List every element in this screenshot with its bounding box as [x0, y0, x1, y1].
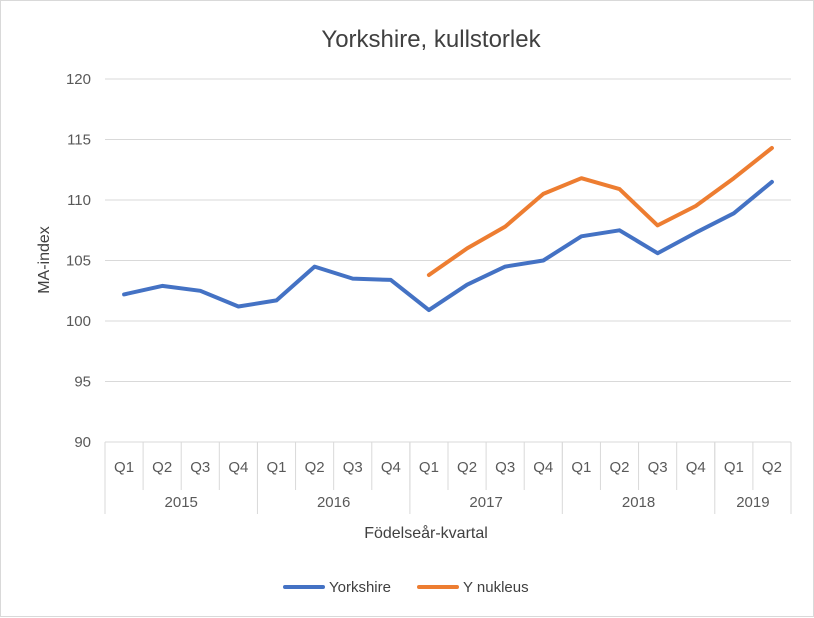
y-tick-label: 110	[67, 192, 91, 209]
y-tick-label: 105	[66, 253, 91, 270]
x-tick-label: Q1	[724, 459, 744, 476]
x-tick-label: Q1	[114, 459, 134, 476]
chart-title: Yorkshire, kullstorlek	[321, 26, 541, 53]
series-line-yorkshire	[122, 179, 774, 313]
x-year-label: 2015	[165, 494, 198, 511]
series-line-y-nukleus	[426, 146, 774, 277]
x-tick-label: Q1	[266, 459, 286, 476]
x-tick-label: Q3	[495, 459, 515, 476]
x-year-label: 2018	[622, 494, 655, 511]
x-tick-label: Q1	[419, 459, 439, 476]
x-tick-label: Q4	[228, 459, 248, 476]
x-tick-label: Q2	[609, 459, 629, 476]
x-tick-label: Q3	[648, 459, 668, 476]
x-year-label: 2016	[317, 494, 350, 511]
x-tick-label: Q4	[533, 459, 553, 476]
x-tick-label: Q4	[686, 459, 706, 476]
x-tick-label: Q3	[343, 459, 363, 476]
y-axis-label: MA-index	[36, 226, 53, 294]
y-tick-label: 115	[67, 132, 91, 149]
x-tick-label: Q4	[381, 459, 401, 476]
x-year-label: 2019	[736, 494, 769, 511]
x-tick-label: Q2	[762, 459, 782, 476]
x-axis-label: Födelseår-kvartal	[364, 524, 488, 542]
legend-label: Y nukleus	[463, 579, 529, 596]
x-year-label: 2017	[469, 494, 502, 511]
legend-label: Yorkshire	[329, 579, 391, 596]
y-tick-label: 95	[74, 374, 91, 391]
y-tick-label: 120	[66, 71, 91, 88]
x-tick-label: Q2	[457, 459, 477, 476]
x-tick-label: Q2	[305, 459, 325, 476]
x-tick-label: Q2	[152, 459, 172, 476]
x-tick-label: Q3	[190, 459, 210, 476]
y-tick-label: 100	[66, 313, 91, 330]
x-tick-label: Q1	[571, 459, 591, 476]
y-tick-label: 90	[74, 434, 91, 451]
